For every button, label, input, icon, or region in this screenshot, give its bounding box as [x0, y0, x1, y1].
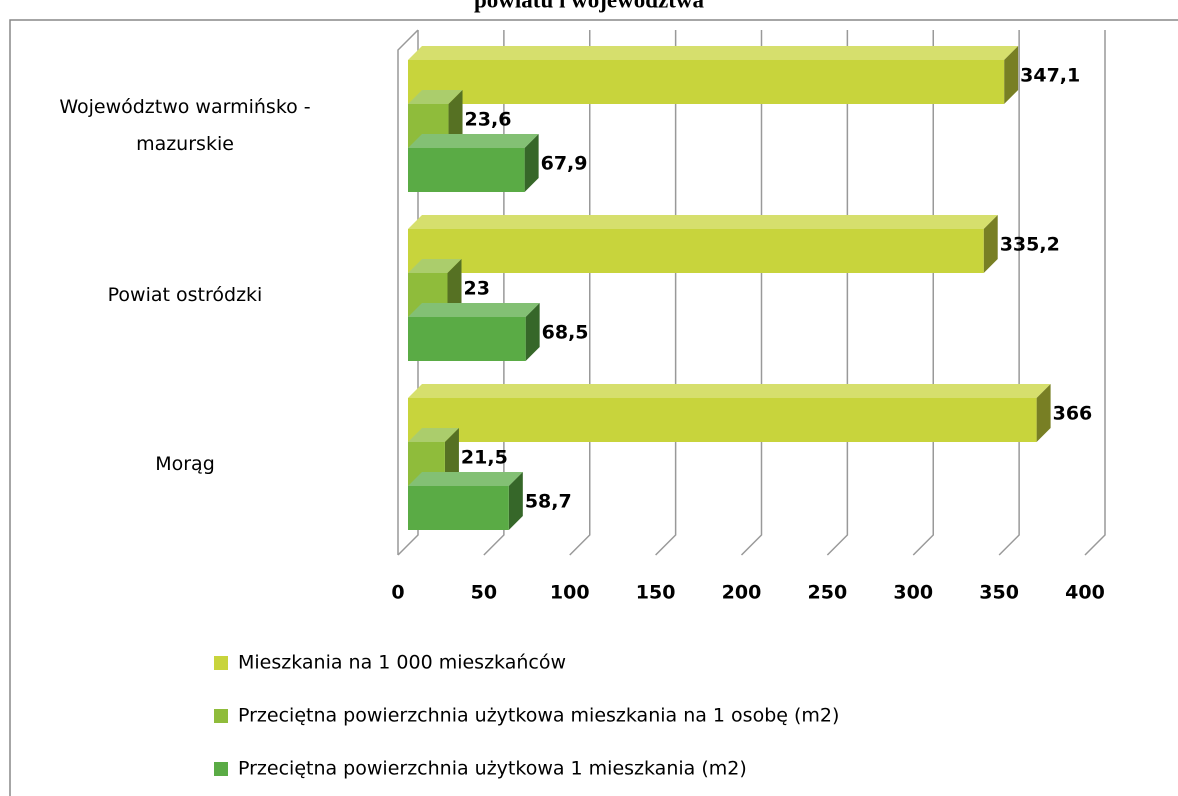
legend-swatch: [214, 762, 228, 776]
bar-side: [448, 90, 463, 148]
bar-top: [408, 134, 539, 148]
side-wall: [397, 29, 419, 555]
bar: [408, 317, 526, 361]
x-tick-label: 250: [808, 582, 848, 604]
data-label: 58,7: [525, 491, 572, 513]
grid-line: [655, 30, 677, 556]
bar: [408, 60, 1005, 104]
bar-top: [408, 259, 462, 273]
bar: [408, 229, 984, 273]
grid-line: [826, 30, 849, 556]
bar-top: [408, 90, 463, 104]
grid-line: [912, 30, 934, 556]
category-label-box: Morąg: [155, 452, 215, 475]
data-label: 21,5: [461, 447, 508, 469]
grid-line: [397, 30, 419, 556]
data-label: 366: [1053, 403, 1093, 425]
grid-line: [998, 30, 1020, 556]
x-tick-label: 50: [471, 582, 497, 604]
grid-line: [483, 30, 505, 556]
legend-swatch: [214, 656, 228, 670]
bar-side: [1004, 46, 1019, 104]
category-label-box: Województwo warmińsko - mazurskie: [59, 96, 311, 155]
x-tick-label: 400: [1065, 582, 1105, 604]
bar-top: [408, 303, 540, 317]
grid-line: [740, 30, 763, 556]
data-label: 23,6: [465, 109, 512, 131]
data-label: 68,5: [542, 322, 589, 344]
x-tick-label: 200: [722, 582, 762, 604]
bar: [408, 398, 1037, 442]
category-label-box: Powiat ostródzki: [107, 283, 263, 306]
legend-label: Mieszkania na 1 000 mieszkańców: [238, 652, 566, 674]
x-tick-label: 350: [979, 582, 1019, 604]
grid-line: [569, 30, 591, 556]
bar-side: [447, 259, 462, 317]
data-label: 67,9: [541, 153, 588, 175]
bar-side: [444, 428, 459, 486]
category-label: Województwo warmińsko - mazurskie: [59, 96, 311, 155]
bar-top: [408, 215, 998, 229]
data-label: 347,1: [1020, 65, 1080, 87]
grid-line: [1084, 30, 1106, 556]
x-tick-label: 300: [893, 582, 933, 604]
bar-top: [408, 428, 459, 442]
category-label: Powiat ostródzki: [107, 283, 263, 306]
chart-title: powiatu i województwa: [474, 0, 704, 12]
bar-top: [408, 472, 523, 486]
category-label: Morąg: [155, 452, 215, 475]
data-label: 23: [464, 278, 490, 300]
bar: [408, 148, 525, 192]
bar-side: [1036, 384, 1051, 442]
legend-label: Przeciętna powierzchnia użytkowa 1 miesz…: [238, 758, 747, 780]
x-tick-label: 100: [550, 582, 590, 604]
bar-top: [408, 384, 1051, 398]
legend-swatch: [214, 709, 228, 723]
x-tick-label: 150: [636, 582, 676, 604]
bar: [408, 486, 509, 530]
bar-side: [983, 215, 998, 273]
bar-side: [508, 472, 523, 530]
x-tick-label: 0: [391, 582, 404, 604]
data-label: 335,2: [1000, 234, 1060, 256]
bar-top: [408, 46, 1019, 60]
bar-side: [524, 134, 539, 192]
legend-label: Przeciętna powierzchnia użytkowa mieszka…: [238, 705, 839, 727]
bar-side: [525, 303, 540, 361]
